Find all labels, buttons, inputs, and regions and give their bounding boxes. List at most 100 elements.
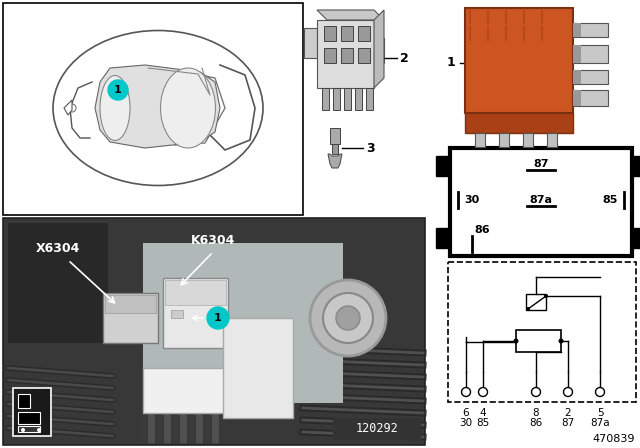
Polygon shape [64, 100, 72, 115]
Bar [526, 294, 546, 310]
Circle shape [108, 80, 128, 100]
Bar [436, 228, 450, 248]
Bar [465, 8, 573, 113]
Bar [324, 48, 336, 63]
Text: 3: 3 [366, 142, 374, 155]
Bar [573, 23, 608, 37]
Ellipse shape [161, 68, 216, 148]
Text: K6304: K6304 [191, 233, 235, 246]
Circle shape [336, 306, 360, 330]
Text: 5: 5 [596, 408, 604, 418]
Circle shape [68, 104, 76, 112]
Circle shape [21, 428, 25, 432]
Bar [143, 368, 273, 413]
Bar [143, 243, 343, 403]
Bar [516, 330, 561, 352]
Bar [13, 388, 51, 436]
Circle shape [526, 307, 530, 311]
Bar [632, 228, 640, 248]
Bar [341, 48, 353, 63]
Bar [18, 394, 30, 408]
Bar [3, 3, 303, 215]
Bar [8, 223, 108, 343]
Bar [573, 45, 581, 63]
Text: 87a: 87a [529, 195, 552, 205]
Text: 1: 1 [214, 313, 222, 323]
Circle shape [207, 307, 229, 329]
Bar [103, 293, 158, 343]
Bar [358, 48, 370, 63]
Text: 30: 30 [465, 195, 479, 205]
Text: 1: 1 [114, 85, 122, 95]
Text: 87: 87 [533, 159, 548, 169]
Circle shape [531, 388, 541, 396]
Circle shape [563, 388, 573, 396]
Text: 8: 8 [532, 408, 540, 418]
Polygon shape [95, 65, 220, 148]
Bar [523, 133, 533, 147]
Text: 87: 87 [561, 418, 575, 428]
Bar [163, 278, 228, 348]
Circle shape [479, 388, 488, 396]
Text: 2: 2 [400, 52, 409, 65]
Circle shape [310, 280, 386, 356]
Bar [304, 28, 317, 58]
Bar [105, 295, 156, 313]
Bar [324, 26, 336, 41]
Bar [573, 70, 581, 84]
Bar [436, 156, 450, 176]
Bar [573, 90, 581, 106]
Circle shape [461, 388, 470, 396]
Bar [3, 218, 425, 445]
Circle shape [595, 388, 605, 396]
Ellipse shape [53, 30, 263, 185]
Text: 86: 86 [474, 225, 490, 235]
Circle shape [513, 339, 518, 344]
Bar [358, 26, 370, 41]
Text: 2: 2 [564, 408, 572, 418]
Bar [475, 133, 485, 147]
Bar [344, 88, 351, 110]
Polygon shape [317, 10, 384, 20]
Text: 30: 30 [460, 418, 472, 428]
Circle shape [37, 428, 41, 432]
Bar [355, 88, 362, 110]
Bar [465, 113, 573, 133]
Bar [18, 426, 40, 432]
Text: 87a: 87a [590, 418, 610, 428]
Text: 1: 1 [446, 56, 455, 69]
Text: 86: 86 [529, 418, 543, 428]
Bar [18, 412, 40, 424]
Bar [573, 90, 608, 106]
Bar [448, 262, 636, 402]
Bar [573, 23, 581, 37]
Bar [450, 148, 632, 256]
Bar [165, 280, 226, 305]
Bar [366, 88, 373, 110]
Circle shape [544, 294, 548, 298]
Text: 85: 85 [602, 195, 618, 205]
Bar [547, 133, 557, 147]
Polygon shape [328, 154, 342, 168]
Text: 4: 4 [480, 408, 486, 418]
Polygon shape [374, 10, 384, 88]
Bar [322, 88, 329, 110]
Bar [499, 133, 509, 147]
Ellipse shape [100, 76, 130, 141]
Text: 6: 6 [463, 408, 469, 418]
Polygon shape [317, 20, 374, 88]
Bar [573, 70, 608, 84]
Bar [171, 310, 183, 318]
Bar [341, 26, 353, 41]
Bar [632, 156, 640, 176]
Bar [332, 144, 338, 154]
Bar [374, 38, 384, 63]
Bar [333, 418, 421, 440]
Text: X6304: X6304 [36, 241, 80, 254]
Text: 120292: 120292 [356, 422, 398, 435]
Bar [333, 88, 340, 110]
Bar [330, 128, 340, 144]
Bar [223, 318, 293, 418]
Text: 470839: 470839 [593, 434, 635, 444]
Bar [573, 45, 608, 63]
